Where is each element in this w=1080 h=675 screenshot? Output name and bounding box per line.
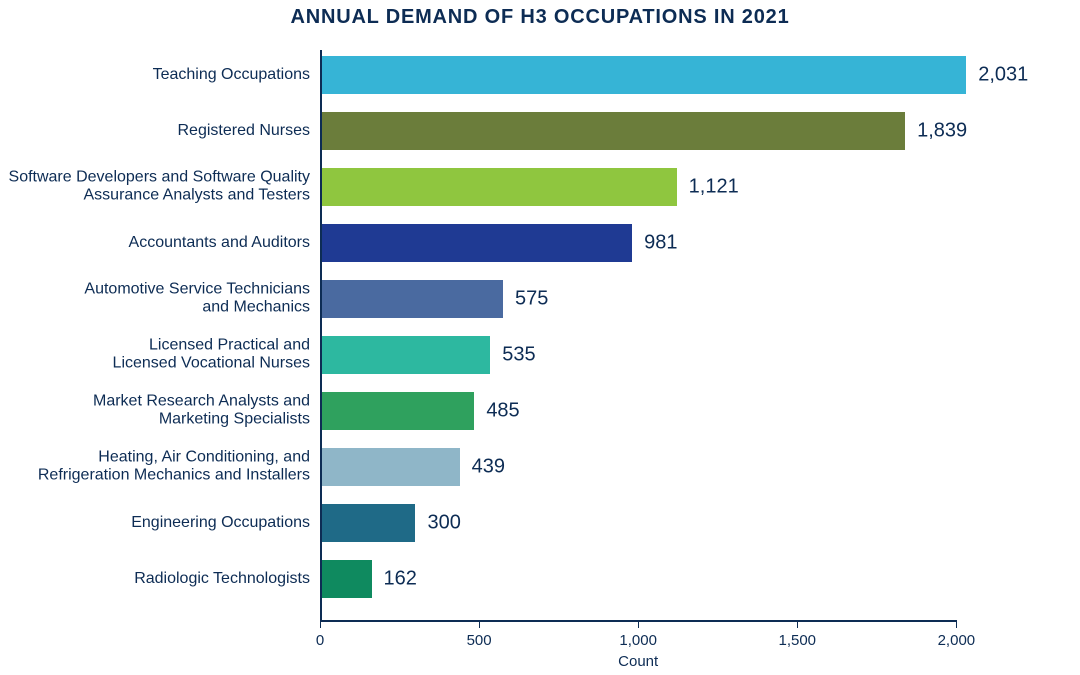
value-label: 300: [427, 512, 460, 535]
value-label: 162: [384, 568, 417, 591]
bar: [320, 224, 632, 262]
value-label: 575: [515, 288, 548, 311]
value-label: 1,839: [917, 120, 967, 143]
category-label: Market Research Analysts and Marketing S…: [4, 393, 310, 430]
plot-area: Teaching OccupationsRegistered NursesSof…: [320, 50, 1020, 620]
bar: [320, 504, 415, 542]
category-label: Accountants and Auditors: [4, 234, 310, 252]
x-axis-title: Count: [618, 653, 658, 670]
value-label: 439: [472, 456, 505, 479]
bar: [320, 280, 503, 318]
x-tick: [797, 620, 798, 628]
value-label: 981: [644, 232, 677, 255]
x-tick: [638, 620, 639, 628]
bar: [320, 392, 474, 430]
value-label: 535: [502, 344, 535, 367]
y-axis-labels: Teaching Occupations Registered Nurses Sof…: [0, 50, 320, 620]
x-tick: [320, 620, 321, 628]
value-label: 1,121: [689, 176, 739, 199]
bar: [320, 56, 966, 94]
value-label: 2,031: [978, 64, 1028, 87]
category-label: Heating, Air Conditioning, and Refrigera…: [4, 449, 310, 486]
category-label: Teaching Occupations: [4, 66, 310, 84]
chart-container: ANNUAL DEMAND OF H3 OCCUPATIONS IN 2021 …: [0, 0, 1080, 675]
category-label: Licensed Practical and Licensed Vocation…: [4, 337, 310, 374]
bar: [320, 560, 372, 598]
bar: [320, 448, 460, 486]
chart-title: ANNUAL DEMAND OF H3 OCCUPATIONS IN 2021: [0, 6, 1080, 29]
x-tick: [956, 620, 957, 628]
category-label: Radiologic Technologists: [4, 570, 310, 588]
bar: [320, 112, 905, 150]
x-tick-label: 1,500: [778, 632, 816, 649]
y-axis-line: [320, 50, 322, 620]
bar: [320, 336, 490, 374]
x-tick-label: 0: [316, 632, 324, 649]
x-tick-label: 2,000: [938, 632, 976, 649]
bars-layer: 2,0311,8391,121981575535485439300162: [320, 50, 1020, 620]
category-label: Engineering Occupations: [4, 514, 310, 532]
x-tick-label: 1,000: [619, 632, 657, 649]
category-label: Registered Nurses: [4, 122, 310, 140]
value-label: 485: [486, 400, 519, 423]
bar: [320, 168, 677, 206]
category-label: Software Developers and Software Quality…: [4, 169, 310, 206]
category-label: Automotive Service Technicians and Mecha…: [4, 281, 310, 318]
x-tick: [479, 620, 480, 628]
x-tick-label: 500: [467, 632, 492, 649]
